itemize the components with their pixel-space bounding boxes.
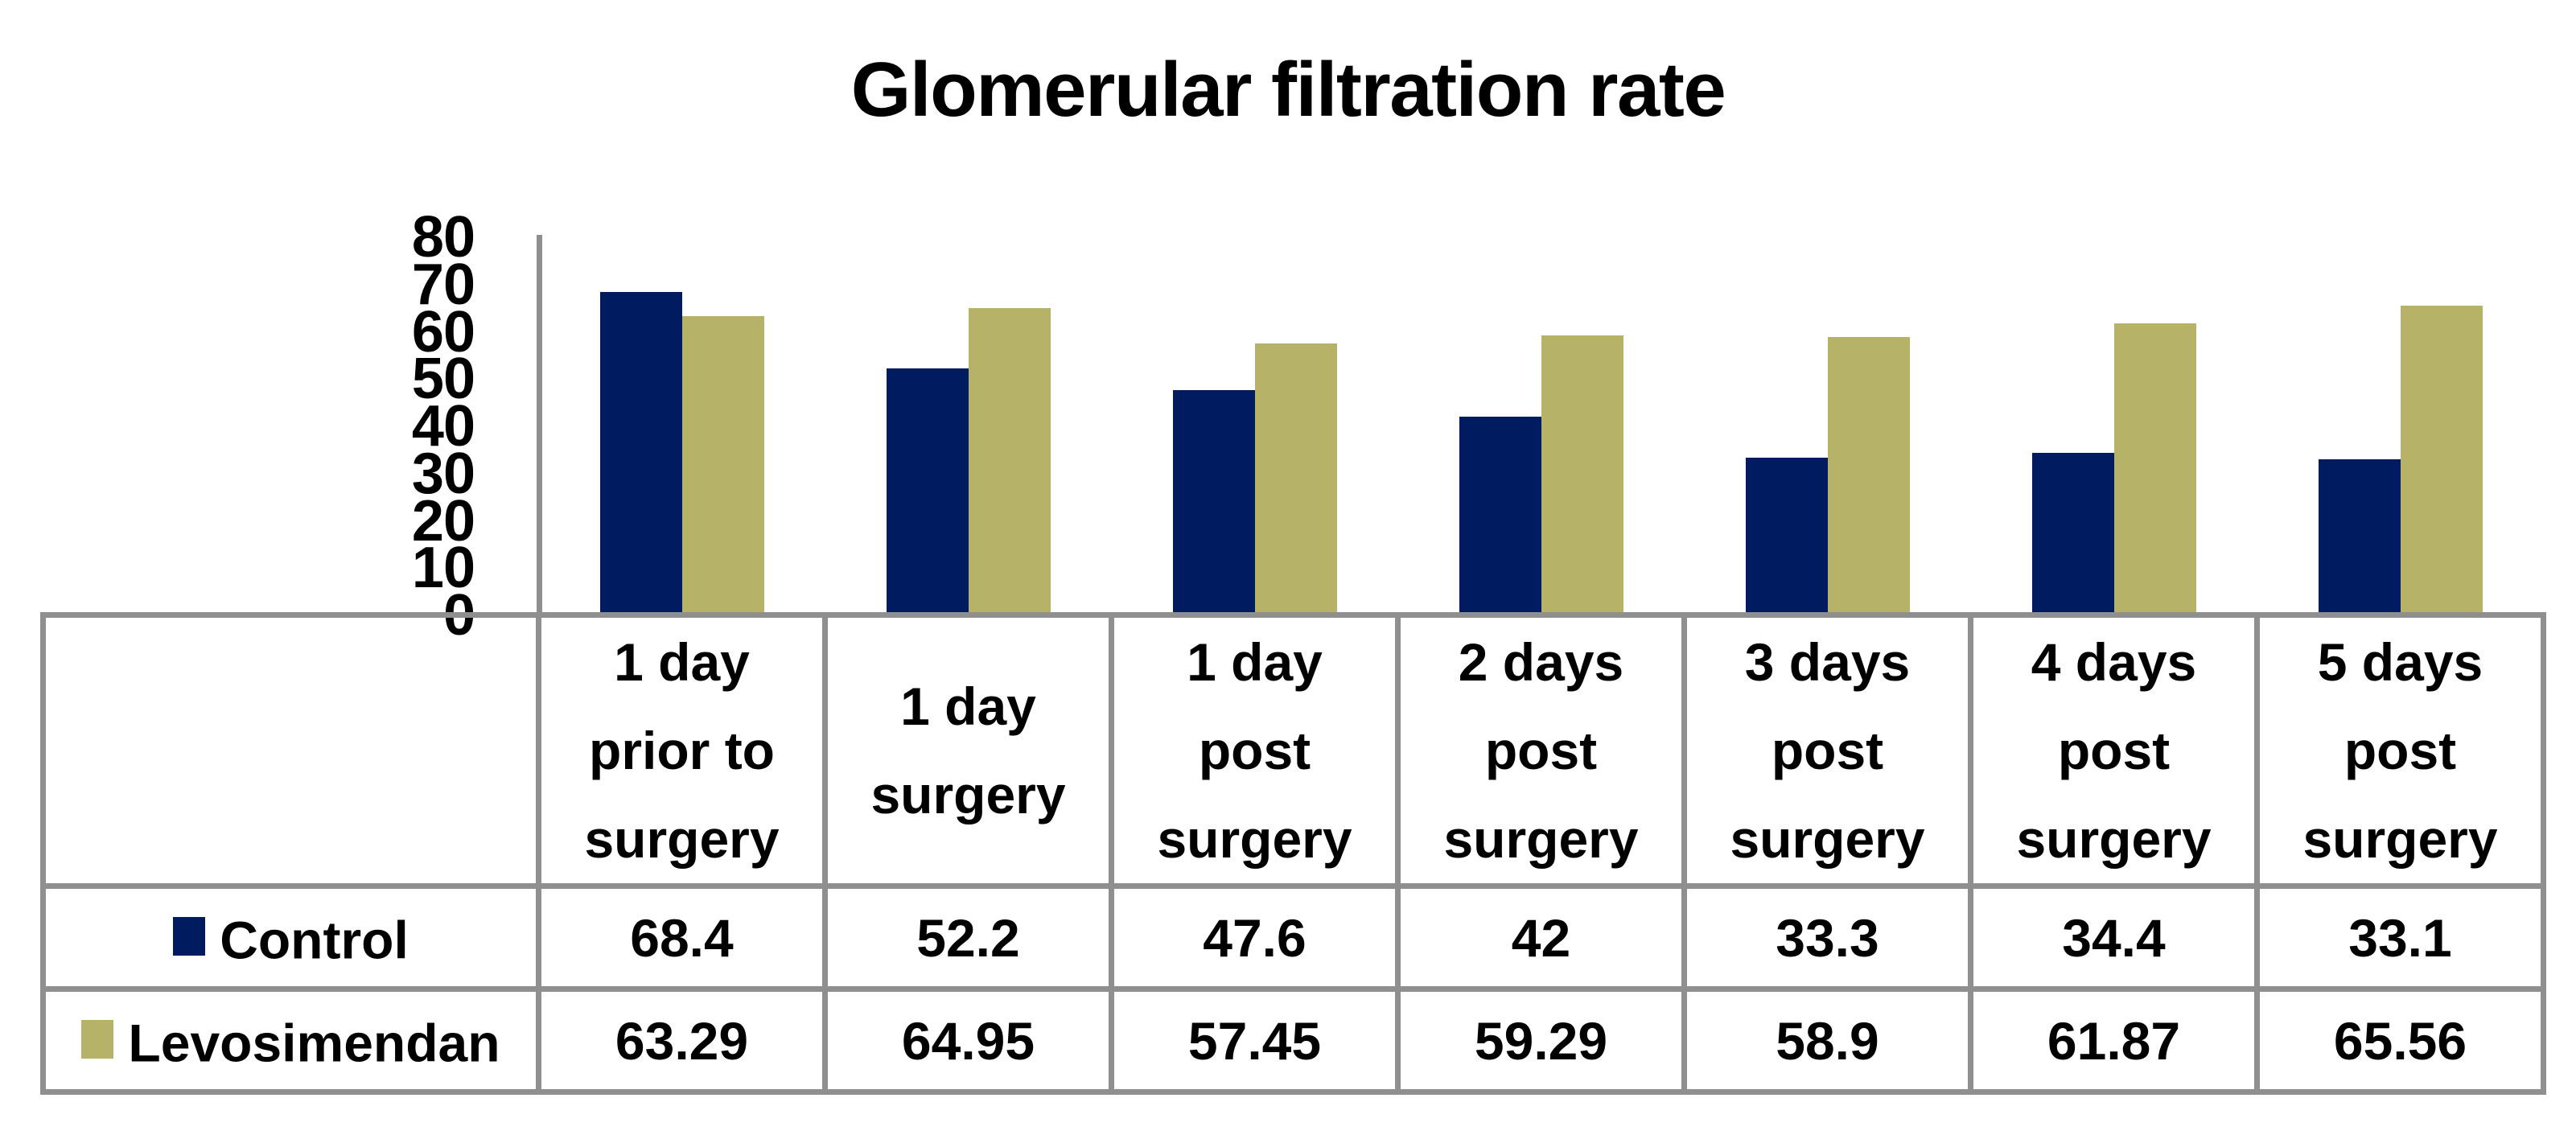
bar-control bbox=[1746, 458, 1828, 615]
value-cell: 65.56 bbox=[2254, 986, 2546, 1095]
value-cell: 58.9 bbox=[1681, 986, 1973, 1095]
value-cell: 42 bbox=[1395, 883, 1687, 992]
bar-levosimendan bbox=[682, 316, 764, 615]
category-header-cell: 1 day prior to surgery bbox=[536, 612, 828, 889]
bar-control bbox=[887, 368, 969, 615]
bar-levosimendan bbox=[2401, 305, 2483, 615]
value-cell: 64.95 bbox=[822, 986, 1114, 1095]
value-cell: 47.6 bbox=[1109, 883, 1401, 992]
category-header-cell: 4 days post surgery bbox=[1968, 612, 2260, 889]
category-header-cell: 1 day post surgery bbox=[1109, 612, 1401, 889]
category-header-cell: 1 day surgery bbox=[822, 612, 1114, 889]
bar-levosimendan bbox=[969, 308, 1051, 615]
y-tick-label: 40 bbox=[411, 394, 475, 459]
value-cell: 61.87 bbox=[1968, 986, 2260, 1095]
value-cell: 52.2 bbox=[822, 883, 1114, 992]
value-cell: 68.4 bbox=[536, 883, 828, 992]
y-tick-label: 60 bbox=[411, 299, 475, 364]
levosimendan-series-swatch bbox=[81, 1020, 114, 1059]
series-label-cell-control: Control bbox=[40, 883, 541, 992]
value-cell: 34.4 bbox=[1968, 883, 2260, 992]
series-row-levosimendan: Levosimendan 63.29 64.95 57.45 59.29 58.… bbox=[40, 986, 2546, 1095]
series-name: Control bbox=[220, 910, 409, 970]
bar-levosimendan bbox=[1541, 335, 1623, 615]
y-tick-label: 80 bbox=[411, 205, 475, 269]
value-cell: 33.3 bbox=[1681, 883, 1973, 992]
value-cell: 33.1 bbox=[2254, 883, 2546, 992]
bar-control bbox=[2032, 452, 2114, 615]
series-name: Levosimendan bbox=[128, 1013, 500, 1073]
category-header-cell: 3 days post surgery bbox=[1681, 612, 1973, 889]
table-corner-cell bbox=[40, 612, 541, 889]
category-header-row: 1 day prior to surgery 1 day surgery 1 d… bbox=[40, 612, 2546, 889]
value-cell: 63.29 bbox=[536, 986, 828, 1095]
value-cell: 59.29 bbox=[1395, 986, 1687, 1095]
plot-area bbox=[537, 235, 2544, 615]
chart-title: Glomerular filtration rate bbox=[850, 47, 1726, 133]
series-row-control: Control 68.4 52.2 47.6 42 33.3 34.4 33.1 bbox=[40, 883, 2546, 992]
category-header-cell: 2 days post surgery bbox=[1395, 612, 1687, 889]
y-tick-label: 30 bbox=[411, 441, 475, 506]
bar-control bbox=[1459, 417, 1541, 615]
bar-levosimendan bbox=[2114, 323, 2196, 615]
y-tick-label: 10 bbox=[411, 536, 475, 601]
bar-control bbox=[600, 292, 682, 615]
data-table: 1 day prior to surgery 1 day surgery 1 d… bbox=[40, 612, 2546, 1095]
series-label-cell-levosimendan: Levosimendan bbox=[40, 986, 541, 1095]
y-tick-label: 20 bbox=[411, 488, 475, 553]
bar-levosimendan bbox=[1828, 336, 1910, 615]
bars-container bbox=[539, 235, 2544, 615]
y-tick-label: 70 bbox=[411, 252, 475, 317]
y-tick-label: 50 bbox=[411, 347, 475, 412]
bar-control bbox=[1173, 390, 1255, 615]
bar-levosimendan bbox=[1255, 343, 1337, 615]
y-axis-ticks: 0 10 20 30 40 50 60 70 80 bbox=[201, 208, 475, 644]
control-series-swatch bbox=[173, 917, 206, 956]
category-header-cell: 5 days post surgery bbox=[2254, 612, 2546, 889]
value-cell: 57.45 bbox=[1109, 986, 1401, 1095]
bar-control bbox=[2319, 459, 2401, 615]
